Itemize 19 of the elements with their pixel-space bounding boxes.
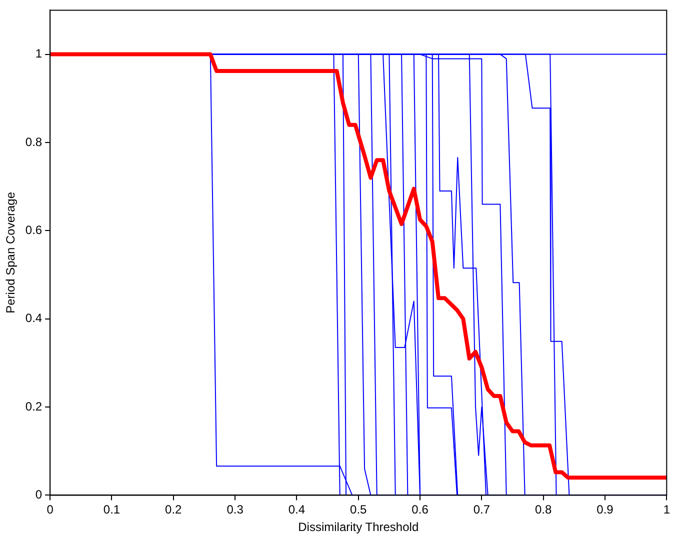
y-tick-label: 0.6 xyxy=(25,222,42,237)
y-tick-label: 0 xyxy=(35,488,42,502)
x-axis-title: Dissimilarity Threshold xyxy=(298,520,419,534)
x-tick-label: 0.8 xyxy=(535,502,552,517)
x-tick-label: 0.4 xyxy=(288,502,306,517)
x-tick-label: 0.1 xyxy=(103,502,120,517)
x-tick-label: 1 xyxy=(663,502,670,517)
x-tick-label: 0.9 xyxy=(596,502,614,517)
x-tick-label: 0.5 xyxy=(350,502,368,517)
x-tick-label: 0.7 xyxy=(473,502,490,517)
x-tick-label: 0 xyxy=(46,502,54,517)
x-tick-label: 0.3 xyxy=(226,502,244,517)
y-tick-label: 0.8 xyxy=(25,134,42,149)
y-axis-title: Period Span Coverage xyxy=(4,192,18,314)
x-tick-label: 0.6 xyxy=(412,502,429,517)
x-tick-label: 0.2 xyxy=(165,502,182,517)
y-tick-label: 1 xyxy=(35,46,42,61)
y-tick-label: 0.2 xyxy=(25,399,42,414)
y-tick-label: 0.4 xyxy=(25,311,42,326)
